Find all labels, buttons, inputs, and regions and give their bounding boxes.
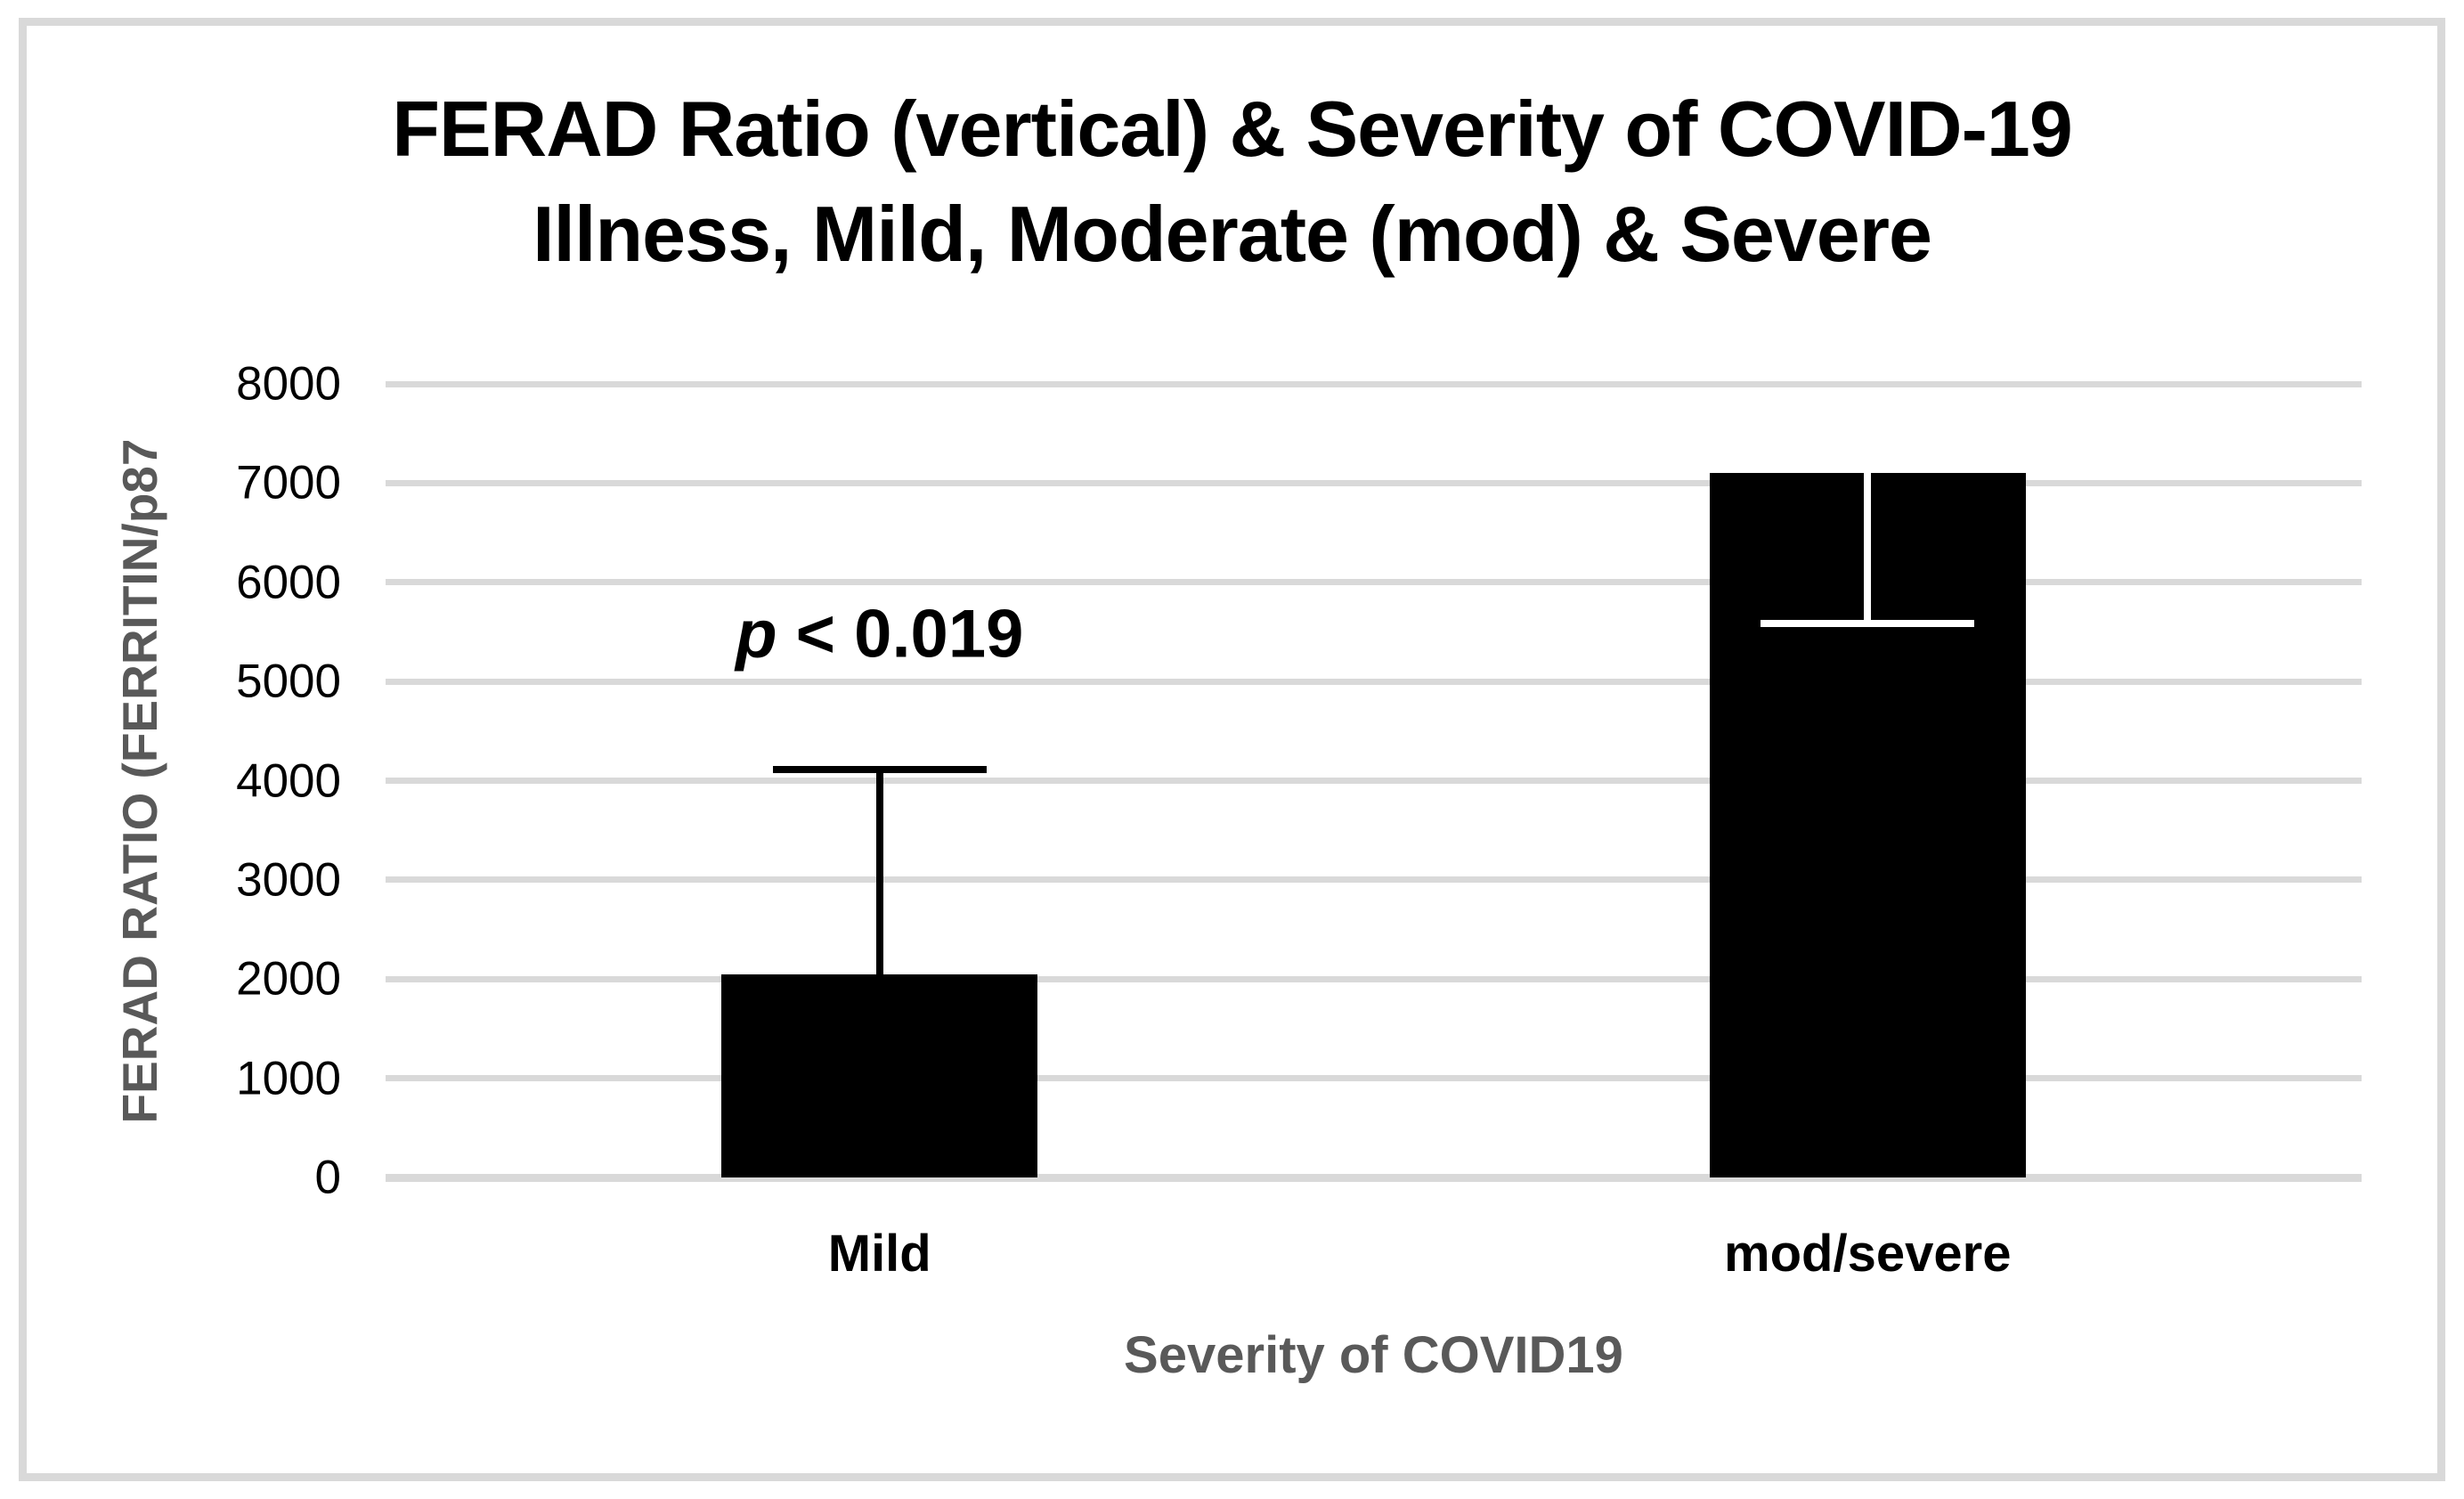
figure-border-frame [19,18,2445,1481]
chart-title-line-2: Illness, Mild, Moderate (mod) & Severe [533,190,1932,278]
x-axis-line [386,1173,2362,1182]
y-tick-label: 5000 [236,655,341,708]
error-bar-line [875,765,883,974]
gridline [386,975,2362,982]
error-bar-cap [1761,619,1975,627]
gridline [386,579,2362,586]
bar-mild [721,974,1038,1177]
error-bar-line [1864,473,1872,627]
plot-area: FERAD RATIO (FERRITIN/p87 Severity of CO… [112,358,2362,1384]
y-tick-label: 0 [314,1151,341,1204]
gridline [386,678,2362,685]
x-category-label: Mild [827,1225,931,1283]
y-tick-label: 3000 [236,853,341,907]
gridline [386,876,2362,884]
p-value-text: < 0.019 [777,596,1024,672]
y-tick-label: 7000 [236,456,341,509]
p-value-symbol: p [736,596,777,672]
gridline [386,1075,2362,1082]
chart-title: FERAD Ratio (vertical) & Severity of COV… [0,77,2464,287]
gridline [386,778,2362,784]
x-category-label: mod/severe [1724,1225,2012,1283]
y-tick-label: 4000 [236,754,341,807]
y-tick-label: 1000 [236,1052,341,1105]
y-tick-label: 6000 [236,556,341,609]
error-bar-cap [772,765,987,773]
y-tick-label: 2000 [236,952,341,1006]
p-value-annotation: p < 0.019 [736,595,1023,672]
y-tick-label: 8000 [236,357,341,411]
x-axis-title: Severity of COVID19 [1124,1326,1623,1384]
gridline [386,479,2362,486]
chart-title-line-1: FERAD Ratio (vertical) & Severity of COV… [392,85,2073,173]
error-bar [1761,473,1975,627]
gridline [386,380,2362,387]
error-bar [772,765,987,974]
